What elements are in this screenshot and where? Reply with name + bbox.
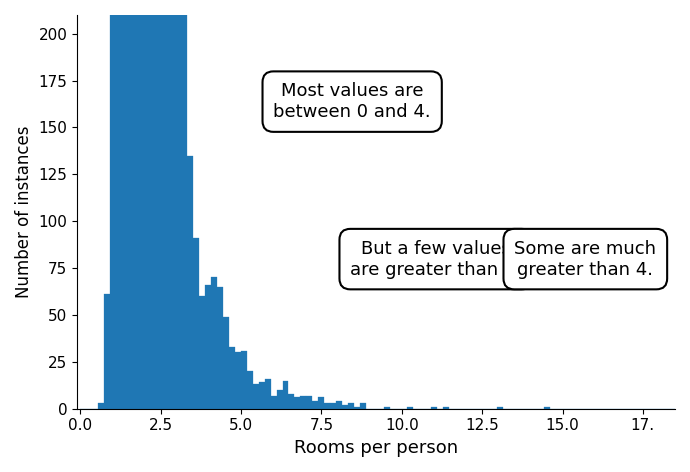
Bar [223,317,229,409]
Bar [241,351,247,409]
Bar [300,396,306,409]
Bar [229,347,235,409]
Bar [348,403,354,409]
Bar [270,396,277,409]
Bar [277,390,282,409]
Y-axis label: Number of instances: Number of instances [15,126,33,298]
Bar [295,397,300,409]
Bar [164,0,170,409]
Bar [247,371,253,409]
Bar [110,0,116,409]
Bar [330,403,336,409]
Bar [265,379,270,409]
Bar [158,0,164,409]
Bar [152,0,158,409]
Bar [98,403,104,409]
Bar [235,353,241,409]
Bar [288,394,295,409]
Bar [443,407,449,409]
Bar [116,0,122,409]
Text: But a few values
are greater than 4.: But a few values are greater than 4. [351,240,522,278]
X-axis label: Rooms per person: Rooms per person [294,439,458,457]
Bar [259,382,265,409]
Bar [104,295,110,409]
Bar [384,407,390,409]
Bar [140,0,146,409]
Bar [407,407,413,409]
Bar [211,278,217,409]
Bar [336,401,342,409]
Bar [282,380,288,409]
Bar [205,285,211,409]
Bar [431,407,437,409]
Text: Some are much
greater than 4.: Some are much greater than 4. [514,240,656,278]
Bar [193,238,199,409]
Bar [318,397,324,409]
Bar [199,296,205,409]
Bar [354,407,360,409]
Bar [306,396,313,409]
Bar [188,156,193,409]
Bar [181,0,188,409]
Bar [342,405,348,409]
Bar [360,403,366,409]
Bar [175,0,181,409]
Bar [217,287,223,409]
Bar [146,0,152,409]
Bar [170,0,175,409]
Text: Most values are
between 0 and 4.: Most values are between 0 and 4. [273,82,431,121]
Bar [313,401,318,409]
Bar [544,407,550,409]
Bar [324,403,330,409]
Bar [253,384,259,409]
Bar [134,0,140,409]
Bar [497,407,502,409]
Bar [128,0,134,409]
Bar [122,0,128,409]
